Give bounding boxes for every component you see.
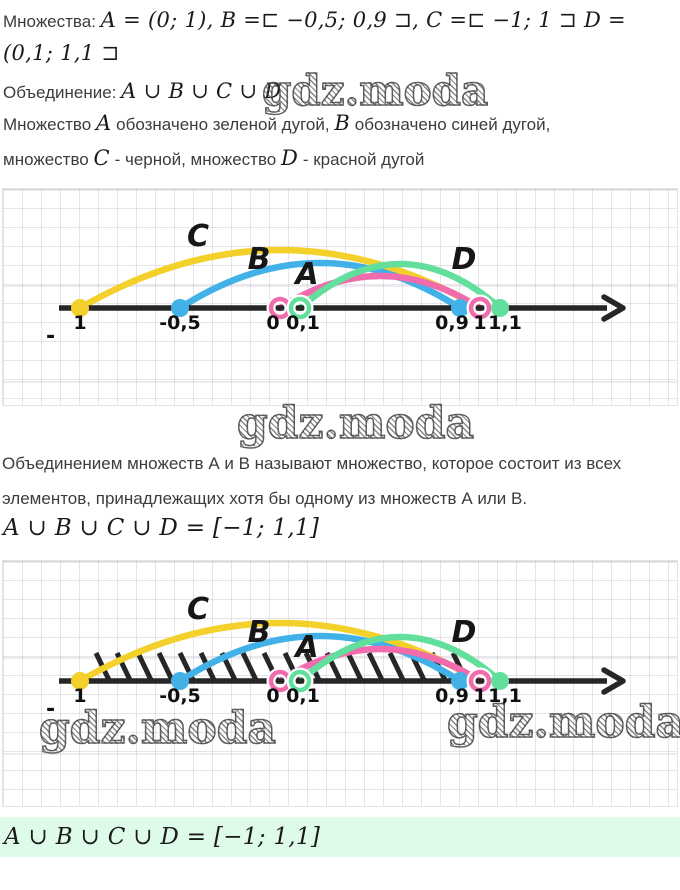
final-answer-box: A ∪ B ∪ C ∪ D = [−1; 1,1] [0,817,680,857]
watermark-top: gdz.moda [261,66,489,115]
point-filled--1 [71,672,89,690]
point-filled-1.1 [491,672,509,690]
arc-label-B: B [248,615,271,650]
hatch-line [240,651,259,682]
plain-text: обозначено синей дугой, [350,115,551,134]
math-text: D [281,146,299,170]
number-line-diagram-1: C B A D 1 -0,5 0 0,1 0,9 1 1,1- [2,188,678,406]
hatch-line [387,651,406,682]
math-text: A = (0; 1), B =⊏ −0,5; 0,9 ⊐, C =⊏ −1; 1… [100,8,626,32]
arc-B [176,632,464,685]
hatch-line [135,651,154,682]
arc-D [296,260,504,312]
hatch-line [156,651,175,682]
final-formula: A ∪ B ∪ C ∪ D = [−1; 1,1] [4,824,320,850]
math-text: A ∪ B ∪ C ∪ D [121,79,282,103]
point-filled--0.5 [171,299,189,317]
watermark-middle: gdz.moda [236,398,475,449]
sets-definition-line-2: (0,1; 1,1 ⊐ [3,38,119,71]
number-line-svg-1: CB A D1 -0,5 0 0,1 0,9 1 1,1- [46,219,626,349]
math-text: A [95,111,112,135]
plain-text: элементов, принадлежащих хотя бы одному … [2,489,528,508]
point-label--0.5: -0,5 [159,312,201,334]
math-text: A ∪ B ∪ C ∪ D = [−1; 1,1] [4,824,321,850]
arc-label-C: C [187,219,209,254]
point-label-0.1: 0,1 [286,685,320,707]
point-open-0.1 [288,296,312,320]
arc-label-D: D [452,615,477,650]
union-line: Объединение: A ∪ B ∪ C ∪ D [3,76,281,109]
plain-text: - красной дугой [298,150,425,169]
point-label-0.9: 0,9 [435,685,469,707]
minus-artifact: - [46,324,55,349]
legend-line-2: множество C - черной, множество D - крас… [3,146,424,173]
point-filled--1 [71,299,89,317]
point-open-0.1 [288,669,312,693]
arc-A [276,645,484,685]
plain-text: обозначено зеленой дугой, [111,115,335,134]
axis-arrow [601,667,626,695]
arc-label-D: D [452,242,477,277]
point-label--0.5: -0,5 [159,685,201,707]
point-label--1: 1 [73,312,86,334]
point-label-0: 0 [266,685,279,707]
point-filled-0.9 [451,299,469,317]
plain-text: Множество [3,115,96,134]
legend-line-1: Множество A обозначено зеленой дугой, B … [3,111,550,138]
plain-text: Объединение: [3,83,122,102]
watermark-bottom-right: gdz.moda [446,700,680,746]
point-open-1 [468,669,492,693]
arc-D [296,633,504,685]
arc-label-B: B [248,242,271,277]
arc-B [176,259,464,312]
point-label-1.1: 1,1 [488,685,522,707]
axis-arrow [601,294,626,322]
plain-text: множество [3,150,94,169]
sets-definition-line-1: Множества: A = (0; 1), B =⊏ −0,5; 0,9 ⊐,… [3,5,626,38]
arc-label-A: A [293,630,318,665]
point-label-0.1: 0,1 [286,312,320,334]
math-text: B [334,111,351,135]
arc-A [276,272,484,312]
math-text: A ∪ B ∪ C ∪ D = [−1; 1,1] [3,515,320,541]
hatch-line [345,651,364,682]
arc-label-A: A [293,257,318,292]
definition-line-1: Объединением множеств А и В называют мно… [2,452,621,477]
point-filled--0.5 [171,672,189,690]
point-open-1 [468,296,492,320]
watermark-bottom-left: gdz.moda [38,703,277,754]
math-text: (0,1; 1,1 ⊐ [3,41,120,65]
definition-line-2: элементов, принадлежащих хотя бы одному … [2,487,527,512]
point-label-1: 1 [473,312,486,334]
result-formula: A ∪ B ∪ C ∪ D = [−1; 1,1] [3,512,319,547]
plain-text: Множества: [3,12,101,31]
point-filled-1.1 [491,299,509,317]
point-label-1.1: 1,1 [488,312,522,334]
plain-text: Объединением множеств А и В называют мно… [2,454,622,473]
plain-text: - черной, множество [109,150,281,169]
point-label--1: 1 [73,685,86,707]
point-filled-0.9 [451,672,469,690]
arc-label-C: C [187,592,209,627]
point-label-1: 1 [473,685,486,707]
minus-artifact: - [46,697,55,722]
hatch-line [366,651,385,682]
point-label-0: 0 [266,312,279,334]
math-text: C [93,146,110,170]
point-label-0.9: 0,9 [435,312,469,334]
